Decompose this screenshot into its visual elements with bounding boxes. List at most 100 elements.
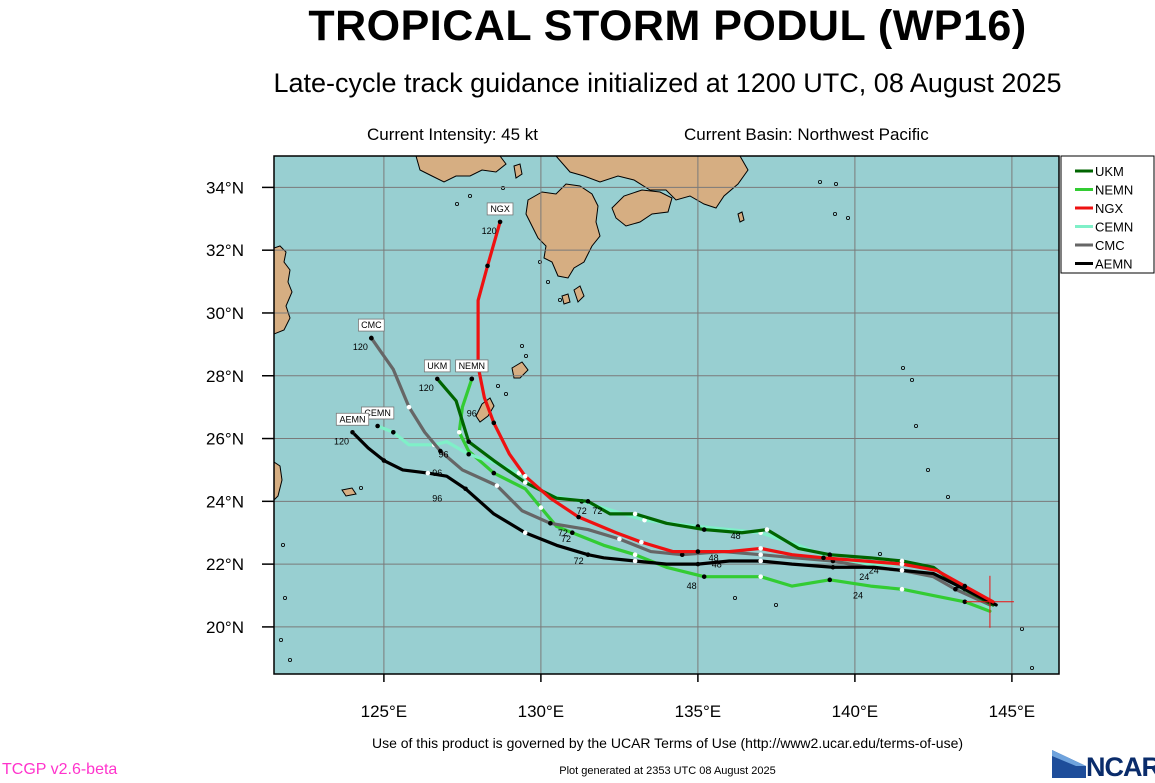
forecast-hour-label: 24 <box>859 572 869 582</box>
legend-label-cmc: CMC <box>1095 238 1125 253</box>
track-point <box>406 404 412 410</box>
plot-generated-time: Plot generated at 2353 UTC 08 August 202… <box>559 765 776 777</box>
izu-island <box>737 211 745 223</box>
model-tag-box <box>423 359 451 373</box>
track-point <box>639 539 644 545</box>
track-point <box>522 473 528 479</box>
track-point <box>899 586 905 592</box>
islet <box>901 365 906 370</box>
track-point <box>758 574 763 579</box>
lat-tick-label: 32°N <box>206 241 244 260</box>
legend-label-ukm: UKM <box>1095 164 1124 179</box>
lon-tick-label: 130°E <box>518 702 565 721</box>
chart-subtitle: Late-cycle track guidance initialized at… <box>273 68 1062 98</box>
forecast-hour-label: 96 <box>467 409 477 419</box>
track-point <box>899 561 905 567</box>
islet <box>834 181 839 186</box>
model-tag-label: AEMN <box>339 414 365 424</box>
forecast-hour-label: 72 <box>574 556 584 566</box>
track-point <box>962 599 968 605</box>
islet <box>503 391 508 396</box>
lon-tick-label: 125°E <box>361 702 408 721</box>
legend-label-nemn: NEMN <box>1095 183 1133 198</box>
track-point <box>391 429 396 435</box>
track-point <box>491 420 497 426</box>
lon-tick-label: 140°E <box>832 702 879 721</box>
islet <box>1030 666 1035 671</box>
land-masses <box>274 156 749 501</box>
end-hour-label: 120 <box>482 226 497 236</box>
model-tag-box <box>358 318 385 332</box>
track-point <box>466 439 471 444</box>
islet <box>878 552 883 557</box>
track-point <box>617 536 622 542</box>
islet <box>287 658 292 663</box>
miyako-island <box>341 487 357 497</box>
track-point <box>953 586 958 592</box>
small-islands <box>278 179 1035 671</box>
track-point <box>425 470 431 476</box>
track-point <box>695 549 701 554</box>
lat-lon-grid <box>274 156 1059 674</box>
yakushima-island <box>561 293 571 305</box>
track-point <box>570 530 575 536</box>
axis-ticks: 125°E 130°E 135°E 140°E 145°E 20°N 22°N 24°N 26°… <box>206 178 1035 721</box>
islet <box>495 383 500 388</box>
legend-box <box>1060 155 1155 274</box>
islet <box>280 543 285 548</box>
forecast-hour-label: 72 <box>577 506 587 516</box>
current-intensity: Current Intensity: 45 kt <box>367 125 539 144</box>
track-point <box>538 505 544 510</box>
lat-tick-label: 22°N <box>206 555 244 574</box>
track-point <box>827 552 833 558</box>
forecast-hour-label: 96 <box>439 449 449 459</box>
islet <box>914 423 919 428</box>
forecast-hour-label: 48 <box>731 531 741 541</box>
model-tag-box <box>455 359 489 373</box>
track-end-tags: NEMN CEMN CMC 120 UKM 120 AEMN 120 NGX 120 <box>334 202 514 446</box>
ncar-logo-text: NCAR <box>1086 752 1155 782</box>
track-point <box>585 499 591 504</box>
track-point <box>701 527 707 532</box>
lon-tick-label: 145°E <box>989 702 1036 721</box>
tanegashima-island <box>573 285 585 303</box>
track-point <box>491 470 497 476</box>
model-tag-label: CEMN <box>364 408 391 418</box>
track-line-aemn <box>350 430 998 607</box>
forecast-hour-label: 24 <box>853 591 863 601</box>
honshu-island <box>555 156 749 209</box>
islet <box>558 297 563 302</box>
current-basin: Current Basin: Northwest Pacific <box>684 125 929 144</box>
track-point <box>381 458 387 463</box>
track-end-point <box>350 429 355 435</box>
islet <box>833 211 838 216</box>
track-point <box>438 448 443 454</box>
okinawa-island <box>475 397 495 423</box>
tsushima-island <box>513 163 523 179</box>
model-tag-label: NEMN <box>459 361 486 371</box>
islet <box>500 185 505 190</box>
ocean-background <box>274 156 1059 674</box>
end-hour-label: 120 <box>353 342 368 352</box>
islet <box>926 467 931 472</box>
current-position-marker <box>965 575 1014 628</box>
forecast-hour-label: 48 <box>687 581 697 591</box>
islet <box>774 603 779 608</box>
track-point <box>758 558 763 564</box>
track-point <box>494 483 500 488</box>
track-point <box>522 480 528 485</box>
lat-tick-label: 28°N <box>206 367 244 386</box>
track-point <box>516 470 522 476</box>
islet <box>946 494 951 499</box>
track-point <box>632 511 638 517</box>
legend-label-aemn: AEMN <box>1095 257 1133 272</box>
version-label: TCGP v2.6-beta <box>2 761 118 778</box>
legend-label-cemn: CEMN <box>1095 220 1133 235</box>
track-point <box>522 530 528 536</box>
track-point <box>679 552 685 558</box>
islet <box>733 596 738 601</box>
track-point <box>695 561 701 567</box>
track-point <box>827 577 833 583</box>
